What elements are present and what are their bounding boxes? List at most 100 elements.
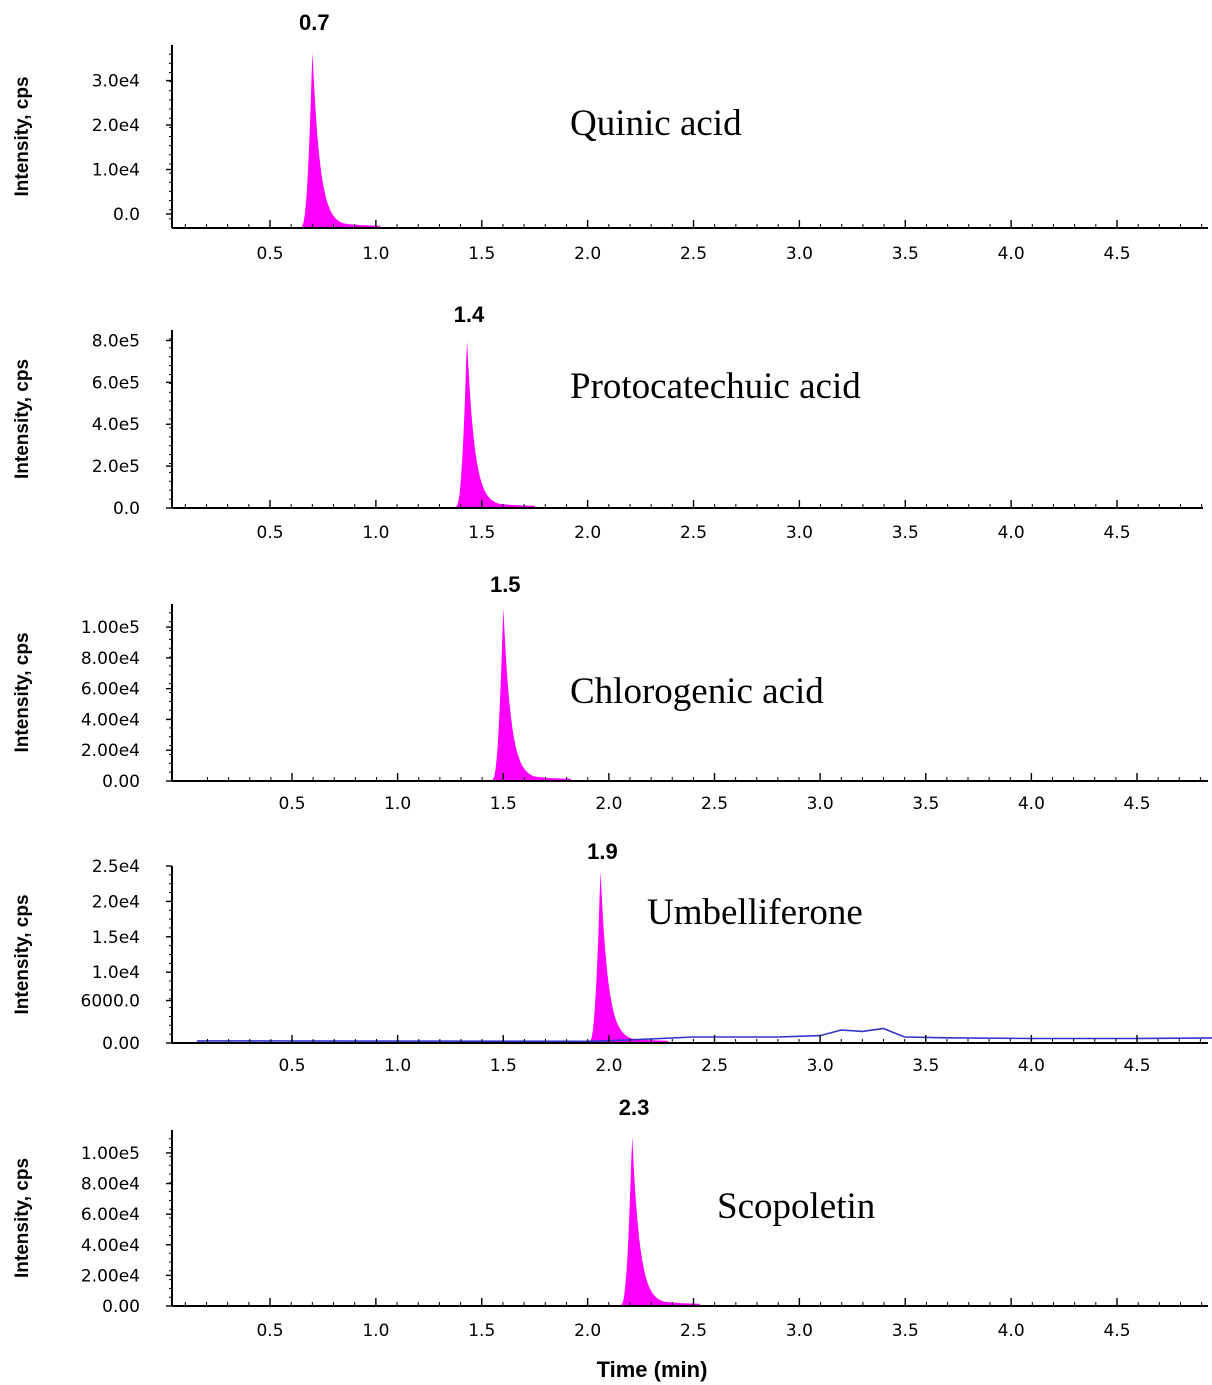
x-tick-label: 1.5 xyxy=(468,523,495,543)
x-tick-label: 4.5 xyxy=(1123,794,1150,814)
x-tick-label: 2.5 xyxy=(701,1056,728,1076)
baseline-trace xyxy=(196,1027,1212,1043)
x-tick-label: 4.5 xyxy=(1103,244,1130,264)
x-axis-title: Time (min) xyxy=(597,1357,708,1382)
peak-1.4 xyxy=(456,340,535,507)
y-axis-label: Intensity, cps xyxy=(12,76,33,196)
x-tick-label: 2.5 xyxy=(680,523,707,543)
compound-name: Quinic acid xyxy=(570,103,742,144)
x-tick-label: 4.5 xyxy=(1123,1056,1150,1076)
y-tick-label: 0.0 xyxy=(113,205,140,225)
peak-2.3 xyxy=(621,1136,700,1305)
x-tick-label: 2.0 xyxy=(595,794,622,814)
y-tick-label: 1.0e4 xyxy=(92,963,140,983)
x-tick-label: 4.5 xyxy=(1103,1321,1130,1341)
y-tick-label: 8.00e4 xyxy=(81,649,140,669)
chromatogram-panel-1: 0.5 1.0 1.5 2.0 2.5 3.0 3.5 4.0 4.5 0.0 1.0e4 2.0e4… xyxy=(12,10,1208,264)
x-tick-label: 1.0 xyxy=(362,523,389,543)
x-tick-label: 4.0 xyxy=(998,1321,1025,1341)
x-tick-label: 3.0 xyxy=(807,794,834,814)
y-tick-label: 1.00e5 xyxy=(81,1144,140,1164)
peak-rt-label: 1.4 xyxy=(454,302,485,327)
x-tick-label: 3.5 xyxy=(892,523,919,543)
x-tick-label: 2.0 xyxy=(574,1321,601,1341)
y-tick-label: 6000.0 xyxy=(81,992,140,1012)
x-tick-label: 3.0 xyxy=(786,244,813,264)
compound-name: Scopoletin xyxy=(717,1186,875,1227)
x-tick-label: 4.0 xyxy=(1018,794,1045,814)
y-tick-label: 8.0e5 xyxy=(92,331,140,351)
y-tick-label: 1.5e4 xyxy=(92,928,140,948)
y-tick-label: 0.00 xyxy=(102,772,140,792)
x-tick-label: 4.5 xyxy=(1103,523,1130,543)
x-tick-label: 1.5 xyxy=(468,1321,495,1341)
x-tick-label: 2.0 xyxy=(595,1056,622,1076)
x-tick-label: 0.5 xyxy=(256,1321,283,1341)
y-tick-label: 1.0e4 xyxy=(92,161,140,181)
x-tick-label: 4.0 xyxy=(998,523,1025,543)
y-tick-label: 2.0e4 xyxy=(92,116,140,136)
y-axis-label: Intensity, cps xyxy=(12,632,33,752)
x-tick-label: 3.5 xyxy=(892,244,919,264)
x-tick-label: 2.5 xyxy=(701,794,728,814)
y-tick-label: 8.00e4 xyxy=(81,1175,140,1195)
y-tick-label: 6.0e5 xyxy=(92,373,140,393)
x-tick-label: 1.5 xyxy=(490,794,517,814)
y-tick-label: 2.5e4 xyxy=(92,857,140,877)
compound-name: Protocatechuic acid xyxy=(570,366,861,407)
y-axis-label: Intensity, cps xyxy=(12,894,33,1014)
peak-rt-label: 2.3 xyxy=(619,1095,650,1120)
x-tick-label: 2.0 xyxy=(574,523,601,543)
x-tick-label: 1.0 xyxy=(384,1056,411,1076)
chromatogram-panel-4: 0.5 1.0 1.5 2.0 2.5 3.0 3.5 4.0 4.5 0.00 6000.0 1.0… xyxy=(12,839,1212,1076)
peak-rt-label: 1.9 xyxy=(587,839,618,864)
y-axis-label: Intensity, cps xyxy=(12,1158,33,1278)
x-tick-label: 0.5 xyxy=(278,1056,305,1076)
x-tick-label: 0.5 xyxy=(278,794,305,814)
y-tick-label: 0.00 xyxy=(102,1297,140,1317)
peak-1.5 xyxy=(492,607,571,780)
y-tick-label: 3.0e4 xyxy=(92,72,140,92)
compound-name: Umbelliferone xyxy=(647,892,863,933)
y-tick-label: 2.00e4 xyxy=(81,741,140,761)
peak-1.9 xyxy=(589,871,668,1042)
y-tick-label: 2.0e4 xyxy=(92,892,140,912)
x-tick-label: 2.5 xyxy=(680,244,707,264)
x-tick-label: 3.5 xyxy=(912,1056,939,1076)
y-tick-label: 6.00e4 xyxy=(81,1205,140,1225)
y-tick-label: 4.00e4 xyxy=(81,710,140,730)
y-tick-label: 2.0e5 xyxy=(92,457,140,477)
x-tick-label: 0.5 xyxy=(256,523,283,543)
x-tick-label: 3.0 xyxy=(807,1056,834,1076)
peak-0.7 xyxy=(301,52,381,228)
x-tick-label: 3.5 xyxy=(912,794,939,814)
y-tick-label: 2.00e4 xyxy=(81,1266,140,1286)
x-tick-label: 4.0 xyxy=(998,244,1025,264)
x-tick-label: 4.0 xyxy=(1018,1056,1045,1076)
chromatogram-panel-3: 0.5 1.0 1.5 2.0 2.5 3.0 3.5 4.0 4.5 0.00 2.00e4 4.0… xyxy=(12,572,1208,814)
x-tick-label: 0.5 xyxy=(256,244,283,264)
x-tick-label: 3.5 xyxy=(892,1321,919,1341)
x-tick-label: 3.0 xyxy=(786,1321,813,1341)
y-tick-label: 4.00e4 xyxy=(81,1236,140,1256)
y-tick-label: 4.0e5 xyxy=(92,415,140,435)
x-tick-label: 1.0 xyxy=(362,244,389,264)
x-tick-label: 1.5 xyxy=(490,1056,517,1076)
x-tick-label: 3.0 xyxy=(786,523,813,543)
chromatogram-panel-5: 0.5 1.0 1.5 2.0 2.5 3.0 3.5 4.0 4.5 0.00 2.00e4 4.0… xyxy=(12,1095,1208,1382)
y-tick-label: 0.00 xyxy=(102,1034,140,1054)
x-tick-label: 2.5 xyxy=(680,1321,707,1341)
peak-rt-label: 0.7 xyxy=(299,10,330,35)
x-tick-label: 2.0 xyxy=(574,244,601,264)
y-tick-label: 0.0 xyxy=(113,499,140,519)
x-tick-label: 1.5 xyxy=(468,244,495,264)
compound-name: Chlorogenic acid xyxy=(570,671,824,712)
y-tick-label: 1.00e5 xyxy=(81,618,140,638)
peak-rt-label: 1.5 xyxy=(490,572,521,597)
x-tick-label: 1.0 xyxy=(384,794,411,814)
y-axis-label: Intensity, cps xyxy=(12,359,33,479)
y-tick-label: 6.00e4 xyxy=(81,680,140,700)
chromatogram-panel-2: 0.5 1.0 1.5 2.0 2.5 3.0 3.5 4.0 4.5 0.0 2.0e5 4.0e5… xyxy=(12,302,1203,543)
x-tick-label: 1.0 xyxy=(362,1321,389,1341)
